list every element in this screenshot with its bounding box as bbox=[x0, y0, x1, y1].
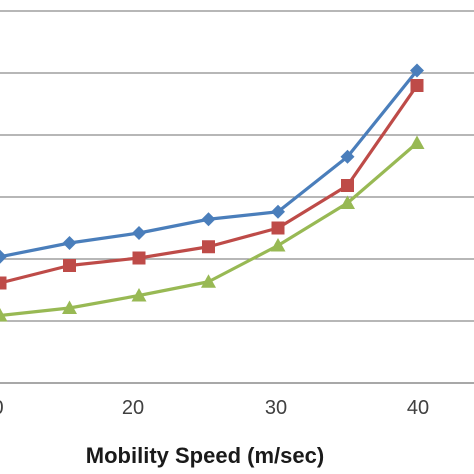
x-tick-label: 40 bbox=[407, 397, 429, 419]
series-line bbox=[0, 84, 419, 285]
data-point bbox=[0, 276, 7, 290]
data-point bbox=[132, 251, 146, 265]
data-point bbox=[410, 79, 424, 92]
data-point bbox=[410, 63, 424, 78]
x-tick-label: 20 bbox=[122, 397, 144, 419]
data-point bbox=[409, 135, 425, 149]
data-point bbox=[270, 238, 286, 252]
x-axis-title: Mobility Speed (m/sec) bbox=[86, 443, 324, 468]
data-point bbox=[131, 288, 147, 302]
data-point bbox=[202, 240, 215, 254]
data-point bbox=[201, 212, 216, 227]
series-line bbox=[0, 141, 419, 318]
data-point bbox=[271, 204, 285, 219]
data-point bbox=[341, 179, 354, 192]
data-point bbox=[271, 221, 285, 235]
data-point bbox=[62, 236, 77, 250]
data-point bbox=[62, 300, 77, 314]
data-point bbox=[0, 249, 7, 264]
data-point bbox=[340, 195, 355, 209]
data-point bbox=[63, 259, 76, 272]
data-point bbox=[0, 308, 8, 322]
x-tick-label: 30 bbox=[265, 397, 287, 419]
data-point bbox=[340, 149, 355, 164]
gridlines bbox=[0, 10, 474, 322]
x-tick-label: 0 bbox=[0, 397, 4, 419]
data-point bbox=[201, 274, 216, 288]
data-point bbox=[132, 226, 146, 240]
series-line bbox=[0, 69, 419, 259]
series-layer bbox=[0, 63, 425, 322]
x-tick-labels: 0 20 30 40 bbox=[0, 397, 429, 419]
